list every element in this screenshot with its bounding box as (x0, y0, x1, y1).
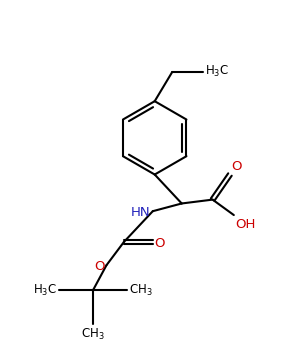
Text: H$_3$C: H$_3$C (33, 283, 57, 298)
Text: O: O (155, 237, 165, 249)
Text: OH: OH (235, 218, 255, 231)
Text: O: O (94, 260, 105, 273)
Text: H$_3$C: H$_3$C (205, 64, 229, 79)
Text: O: O (231, 160, 241, 172)
Text: CH$_3$: CH$_3$ (81, 327, 105, 342)
Text: HN: HN (130, 206, 150, 219)
Text: CH$_3$: CH$_3$ (129, 283, 152, 298)
